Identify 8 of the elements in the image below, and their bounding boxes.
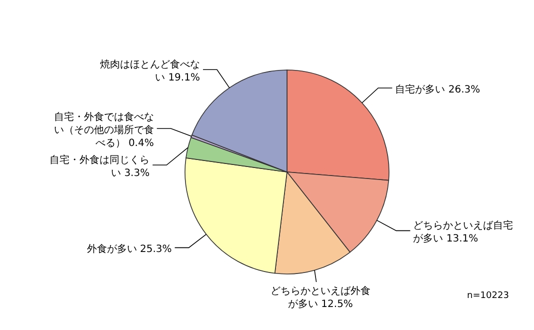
slice-label: どちらかといえば自宅が多い 13.1% xyxy=(413,220,514,245)
slice-label: 自宅・外食では食べない（その他の場所で食べる） 0.4% xyxy=(54,111,154,150)
slice-label: 焼肉はほとんど食べない 19.1% xyxy=(100,58,200,84)
slice-label: どちらかといえば外食が多い 12.5% xyxy=(270,285,370,310)
slice-label: 自宅が多い 26.3% xyxy=(395,83,480,96)
slice-label: 外食が多い 25.3% xyxy=(86,243,172,256)
text: n=10223 xyxy=(467,291,509,301)
slice-label: 自宅・外食は同じくらい 3.3% xyxy=(50,154,150,180)
